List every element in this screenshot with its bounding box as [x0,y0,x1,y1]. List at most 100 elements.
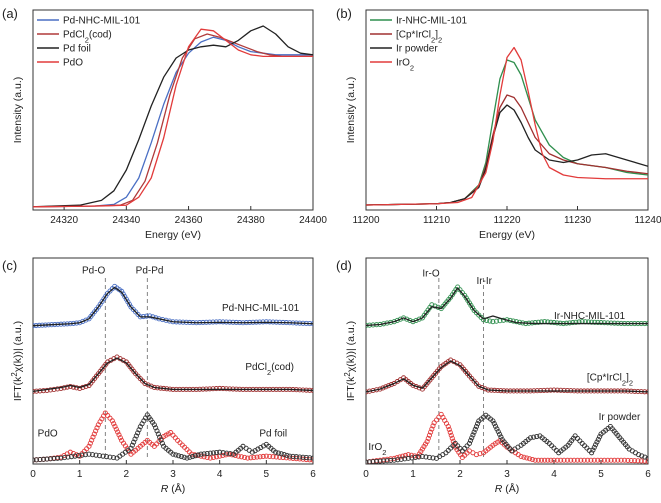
data-point [625,457,631,463]
data-point [554,387,560,393]
data-point [532,457,538,463]
series-line [366,46,648,206]
y-axis-title: IFT(k2χ(k))| (a.u.) [10,321,25,401]
annotation: Ir-NHC-MIL-101 [554,311,626,322]
data-point [498,434,504,440]
data-point [422,441,429,447]
data-point [410,319,416,325]
data-point [577,438,583,444]
x-axis-title: R (Å) [161,482,186,495]
data-point [61,455,68,461]
data-point [632,458,638,464]
data-point [494,426,500,432]
data-point [473,423,480,430]
annotation: Pd foil [259,429,287,440]
legend-label: Ir-NHC-MIL-101 [396,16,468,27]
data-point [469,305,476,311]
annotation: Ir-O [422,269,439,280]
data-point [91,431,97,437]
data-point [267,453,273,459]
data-point [111,421,117,427]
data-point [37,457,43,463]
data-point [497,431,503,437]
data-point [145,382,151,388]
data-point [548,457,554,463]
data-point [493,423,499,429]
data-point [597,434,603,440]
data-point [551,320,557,326]
data-point [96,453,103,459]
data-point [570,320,576,326]
data-point [105,413,111,419]
data-point [381,458,387,464]
data-point [535,457,541,463]
data-point [213,386,219,392]
data-point [588,457,594,463]
x-tick-label: 24380 [237,215,265,226]
data-point [595,319,601,326]
data-point [227,451,233,457]
data-point [172,435,178,441]
data-point [210,450,216,456]
data-point [639,453,645,459]
data-point [476,383,482,389]
x-tick-label: 24400 [299,215,327,226]
data-point [466,300,472,306]
series-line [33,36,313,208]
data-point [310,455,313,461]
data-point [307,455,313,461]
data-point [192,453,198,459]
data-point [464,443,470,449]
data-point [402,452,409,458]
data-point [44,456,50,462]
data-point [635,458,641,464]
data-point [370,459,376,464]
data-point [67,449,73,455]
data-point [491,421,497,427]
x-axis-title: Energy (eV) [145,229,201,241]
data-point [117,435,123,441]
data-point [110,455,117,461]
data-point [469,435,475,441]
data-point [155,431,161,437]
panel-d-exafs-ir: (d) 0 1 2 3 4 5 6 R (Å) IFT(k2χ(k))| (a.u.) Ir-O Ir… [336,257,651,495]
data-point [480,317,487,323]
data-point [592,319,598,325]
data-point [386,383,392,389]
data-point [593,442,599,448]
data-point [133,433,139,439]
data-point [473,452,480,458]
x-tick-label: 5 [264,469,270,480]
x-tick-label: 11230 [564,215,592,226]
data-point [223,386,229,392]
panel-a-xanes-pd: (a) 24320 24340 24360 24380 24400 Energy (eV) I… [2,6,327,241]
data-point [477,451,483,457]
data-point [58,455,64,461]
data-point [33,457,40,463]
data-point [224,450,230,456]
data-point [201,454,207,460]
series-line [366,59,648,206]
data-point [144,313,150,319]
data-point [113,426,119,432]
panel-label: (c) [2,258,17,273]
legend-label: Ir powder [396,44,438,55]
data-point [380,385,386,391]
data-point [589,450,595,456]
data-point [578,457,584,463]
data-point [475,421,481,427]
x-tick-label: 24340 [112,215,140,226]
data-point [421,443,427,450]
data-point [402,456,408,462]
data-point [125,299,131,305]
panel-label: (d) [336,258,352,273]
x-tick-label: 0 [30,469,36,480]
y-axis-title: IFT(k2χ(k))| (a.u.) [343,321,358,401]
x-tick-label: 11220 [493,215,521,226]
data-point [412,454,418,460]
data-point [207,455,213,461]
data-point [408,452,414,458]
data-point [293,454,299,460]
data-point [148,383,154,389]
data-point [598,320,604,326]
